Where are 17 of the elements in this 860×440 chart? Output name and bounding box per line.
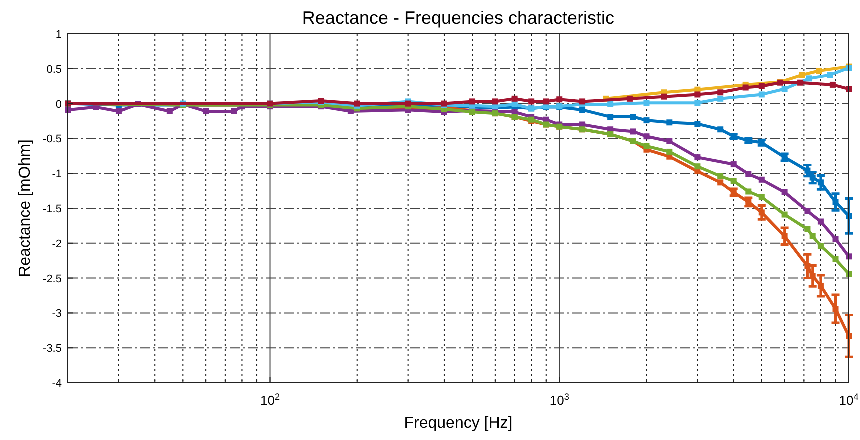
- x-axis-title: Frequency [Hz]: [404, 415, 513, 432]
- chart-title: Reactance - Frequencies characteristic: [302, 8, 615, 28]
- y-tick-label: 0.5: [46, 64, 62, 76]
- x-tick-label: 10$^{4}$: [839, 392, 859, 408]
- y-tick-label: -2: [52, 238, 62, 250]
- y-tick-label: -1: [52, 168, 62, 181]
- y-tick-label: -3.5: [43, 343, 62, 356]
- y-tick-label: -0.5: [43, 134, 62, 146]
- y-axis-title: Reactance [mOhm]: [17, 140, 34, 278]
- y-tick-label: -3: [52, 308, 62, 320]
- y-tick-label: 0: [56, 98, 62, 111]
- y-tick-label: 1: [56, 29, 62, 41]
- y-tick-label: -1.5: [43, 204, 62, 216]
- x-tick-label: 10$^{3}$: [550, 392, 570, 408]
- x-tick-label: 10$^{2}$: [260, 392, 280, 408]
- y-tick-label: -2.5: [43, 273, 62, 286]
- y-tick-label: -4: [52, 378, 62, 390]
